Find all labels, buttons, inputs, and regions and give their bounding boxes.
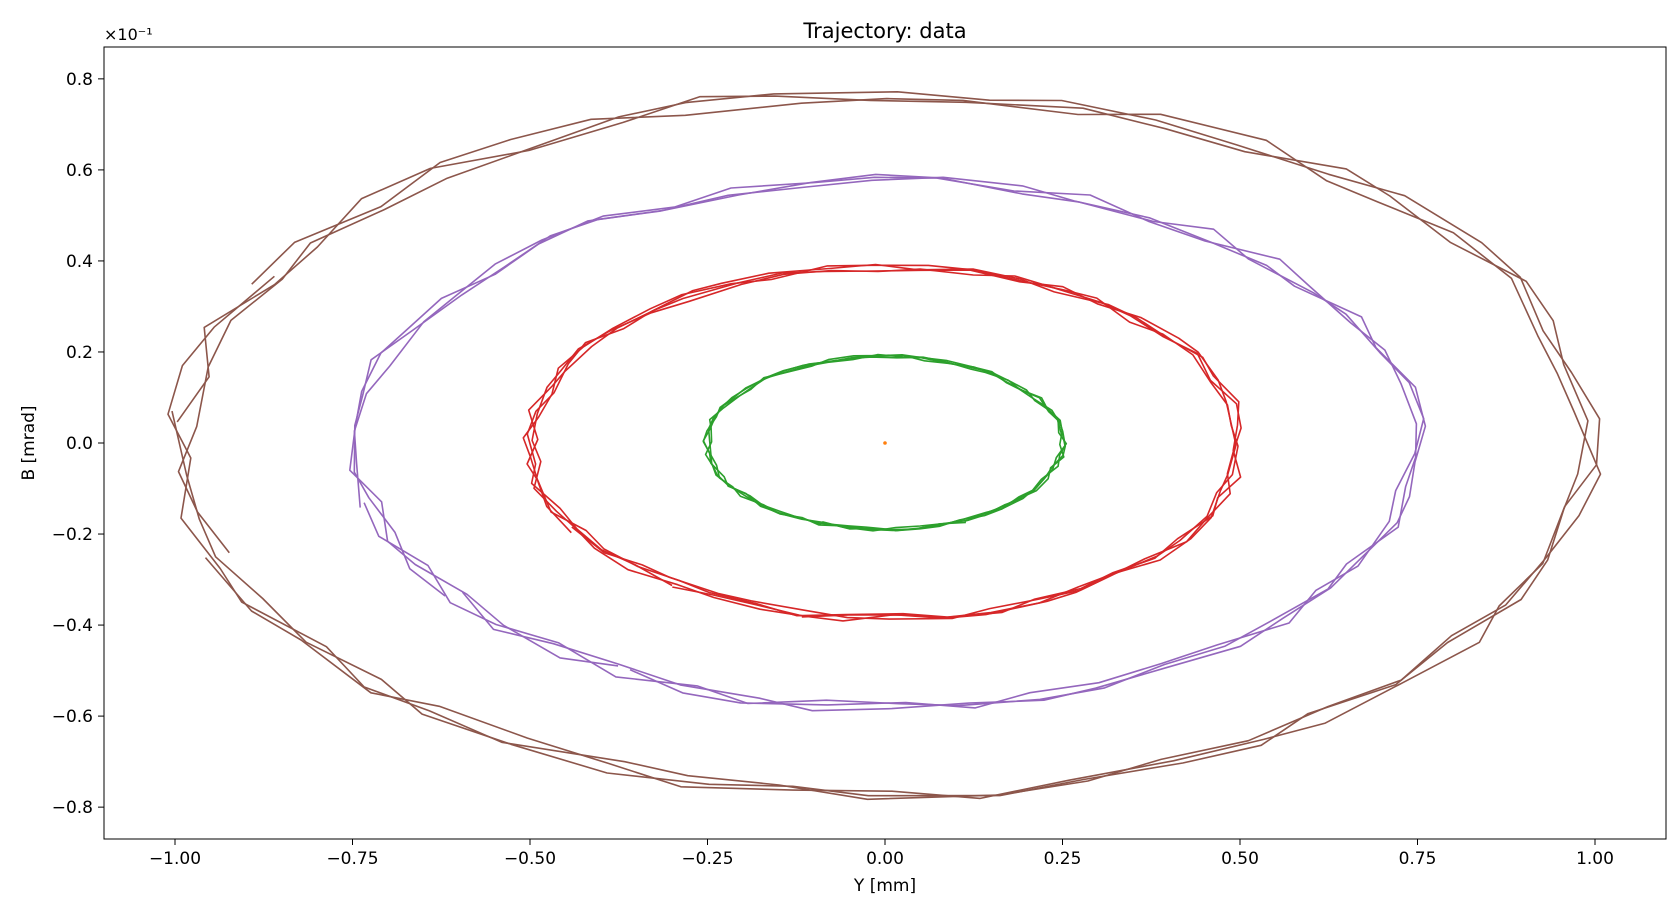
x-tick-label: −0.75 <box>326 849 378 869</box>
x-tick-label: 0.75 <box>1399 849 1437 869</box>
trajectory-line-1-turn-3 <box>702 353 1066 532</box>
x-tick-label: 0.00 <box>866 849 904 869</box>
y-tick-label: −0.8 <box>52 798 93 818</box>
y-tick-label: 0.4 <box>66 252 93 272</box>
x-tick-label: −0.50 <box>504 849 556 869</box>
trajectory-series-2 <box>522 263 1242 622</box>
trajectory-line-2-turn-3 <box>522 264 1239 620</box>
x-tick-label: −0.25 <box>681 849 733 869</box>
x-tick-label: 1.00 <box>1576 849 1614 869</box>
trajectory-point-0 <box>883 441 887 445</box>
y-axis-label: B [mrad] <box>19 405 39 480</box>
trajectory-line-2-turn-2 <box>526 263 1242 622</box>
plot-area <box>167 91 1602 801</box>
trajectory-series-3 <box>348 173 1427 712</box>
trajectory-line-2-turn-1 <box>531 268 1242 619</box>
trajectory-line-3-turn-0 <box>348 173 1425 709</box>
y-tick-label: 0.2 <box>66 343 93 363</box>
trajectory-series-4 <box>167 91 1602 801</box>
y-tick-label: −0.2 <box>52 525 93 545</box>
y-tick-label: −0.6 <box>52 707 93 727</box>
y-tick-label: 0.8 <box>66 70 93 90</box>
y-tick-label: 0.0 <box>66 434 93 454</box>
x-tick-label: 0.25 <box>1044 849 1082 869</box>
x-tick-label: 0.50 <box>1221 849 1259 869</box>
trajectory-series-1 <box>702 353 1068 532</box>
y-tick-label: −0.4 <box>52 616 93 636</box>
chart-title: Trajectory: data <box>802 19 966 43</box>
y-axis-offset-label: ×10⁻¹ <box>104 25 153 44</box>
x-axis-label: Y [mm] <box>853 876 916 896</box>
x-tick-label: −1.00 <box>149 849 201 869</box>
trajectory-line-4-turn-2 <box>167 97 1602 801</box>
trajectory-line-4-turn-0 <box>177 91 1601 800</box>
y-tick-label: 0.6 <box>66 161 93 181</box>
trajectory-line-3-turn-2 <box>353 176 1418 707</box>
trajectory-series-0 <box>883 441 887 445</box>
axis-ticks: −1.00 −0.75 −0.50 −0.25 0.00 0.25 0.50 0.75 1.00… <box>52 70 1614 869</box>
